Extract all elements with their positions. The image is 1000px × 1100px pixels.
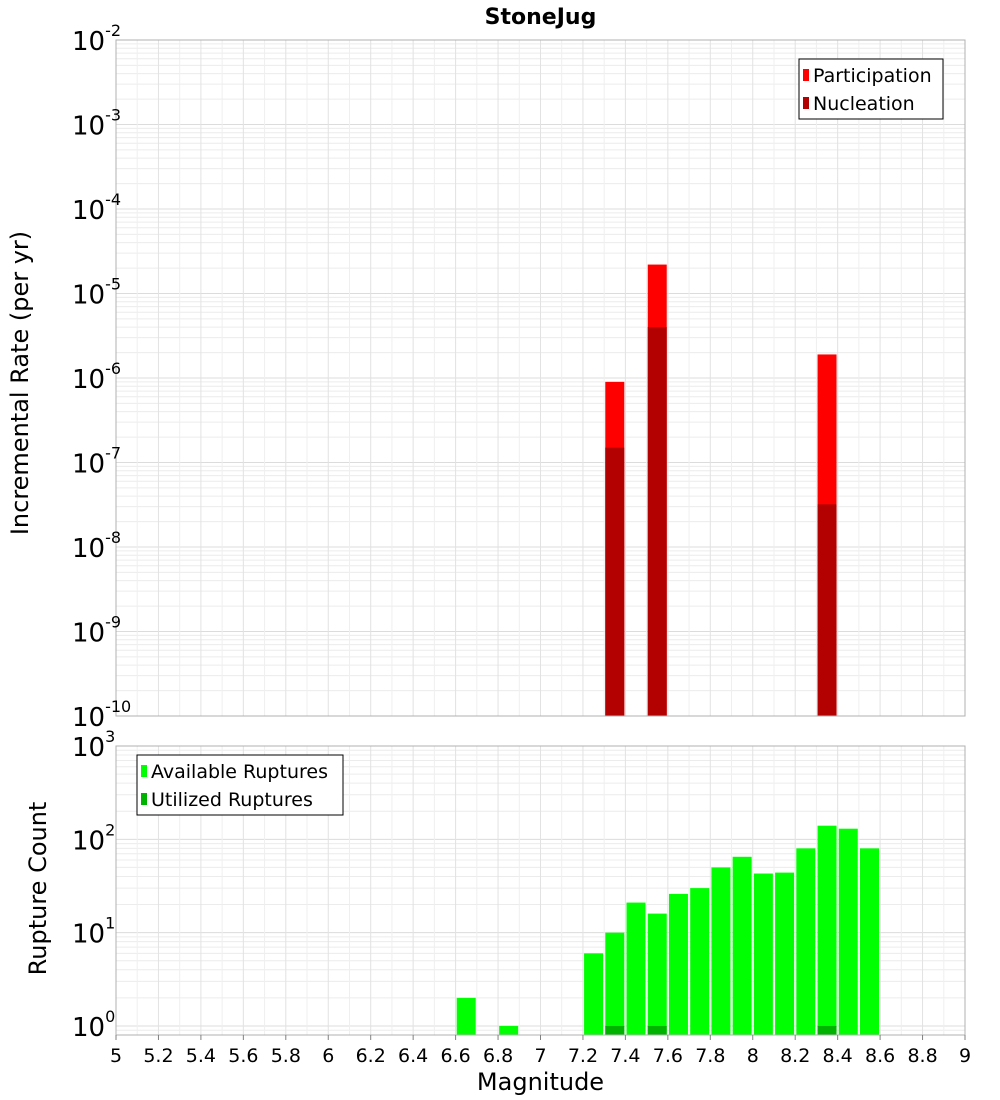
x-tick-label: 5 (110, 1045, 122, 1067)
x-tick-label: 6 (322, 1045, 334, 1067)
bar-a (456, 997, 476, 1035)
x-tick-label: 5.6 (228, 1045, 258, 1067)
y-tick-label: 10-7 (72, 444, 121, 480)
chart-title: StoneJug (485, 5, 597, 30)
bottom-y-axis-label: Rupture Count (24, 802, 52, 976)
y-tick-label: 10-6 (72, 359, 121, 395)
legend-label: Utilized Ruptures (151, 789, 313, 811)
x-tick-label: 8.4 (823, 1045, 853, 1067)
top-bars (605, 264, 837, 716)
bar-a (668, 893, 688, 1035)
y-tick-label: 10-5 (72, 275, 121, 311)
x-tick-label: 8.2 (780, 1045, 810, 1067)
bar-a (753, 873, 773, 1035)
legend-swatch (141, 765, 147, 777)
bar-a (732, 856, 752, 1035)
bar-a (711, 867, 731, 1035)
bar-b (817, 1025, 837, 1035)
y-tick-label: 100 (72, 1007, 115, 1043)
bar-b (605, 447, 625, 716)
bar-a (775, 872, 795, 1035)
bar-b (605, 1025, 625, 1035)
legend-swatch (803, 69, 809, 81)
x-tick-label: 7.8 (695, 1045, 725, 1067)
bar-a (626, 902, 646, 1035)
legend-swatch (141, 793, 147, 805)
x-tick-label: 8 (747, 1045, 759, 1067)
x-tick-label: 7.4 (610, 1045, 640, 1067)
legend-label: Nucleation (813, 93, 915, 115)
x-tick-label: 9 (959, 1045, 971, 1067)
legend-swatch (803, 97, 809, 109)
bar-a (647, 913, 667, 1035)
x-tick-label: 5.2 (143, 1045, 173, 1067)
y-tick-label: 10-3 (72, 106, 121, 142)
top-y-axis-label: Incremental Rate (per yr) (6, 231, 34, 535)
x-tick-label: 5.4 (186, 1045, 216, 1067)
legend-label: Available Ruptures (151, 761, 328, 783)
legend-box (798, 58, 944, 120)
bottom-legend: Available Ruptures Utilized Ruptures (136, 754, 344, 816)
y-tick-label: 102 (72, 820, 115, 856)
y-tick-label: 10-4 (72, 190, 121, 226)
y-tick-label: 10-10 (72, 697, 131, 733)
x-tick-label: 6.6 (440, 1045, 470, 1067)
bar-a (859, 848, 879, 1035)
bar-a (690, 888, 710, 1035)
x-tick-label: 7.2 (568, 1045, 598, 1067)
top-plot-frame (115, 39, 966, 717)
bar-a (796, 848, 816, 1035)
x-tick-label: 5.8 (271, 1045, 301, 1067)
bar-a (605, 932, 625, 1035)
y-tick-label: 10-9 (72, 613, 121, 649)
bar-a (499, 1025, 519, 1035)
x-tick-label: 8.6 (865, 1045, 895, 1067)
bar-a (584, 953, 604, 1035)
y-tick-label: 10-2 (72, 21, 121, 57)
bar-a (838, 828, 858, 1035)
x-tick-label: 8.8 (907, 1045, 937, 1067)
x-tick-label: 6.2 (356, 1045, 386, 1067)
y-tick-label: 103 (72, 727, 115, 763)
legend-label: Participation (813, 65, 932, 87)
legend-box (136, 754, 344, 816)
top-grid (115, 39, 966, 717)
bottom-y-ticks: 103 102 101 100 (72, 727, 115, 1043)
x-tick-label: 7.6 (653, 1045, 683, 1067)
bar-b (647, 327, 667, 716)
y-tick-label: 101 (72, 914, 115, 950)
x-tick-label: 7 (534, 1045, 546, 1067)
top-y-ticks: 10-2 10-3 10-4 10-5 10-6 10-7 10-8 10-9 10-10 (72, 21, 131, 733)
bar-b (647, 1025, 667, 1035)
bar-b (817, 504, 837, 716)
x-tick-label: 6.8 (483, 1045, 513, 1067)
x-axis-label: Magnitude (477, 1068, 604, 1096)
x-ticks: 5 5.2 5.4 5.6 5.8 6 6.2 6.4 6.6 6.8 7 7.2 7.4 7.6 7.8 8… (110, 1035, 971, 1067)
top-legend: Participation Nucleation (798, 58, 944, 120)
bottom-bars (456, 825, 879, 1035)
x-tick-label: 6.4 (398, 1045, 428, 1067)
bar-a (817, 825, 837, 1035)
y-tick-label: 10-8 (72, 528, 121, 564)
